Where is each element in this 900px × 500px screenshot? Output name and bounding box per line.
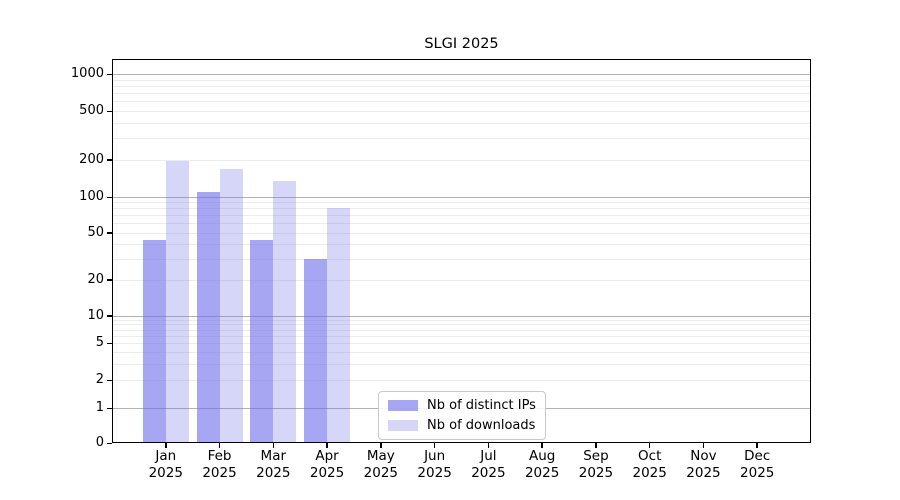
x-tick-label-year: 2025 xyxy=(148,464,183,481)
y-tick-label: 100 xyxy=(79,189,104,204)
x-tick-label: Dec 2025 xyxy=(730,448,784,481)
x-tick xyxy=(487,443,490,448)
x-tick xyxy=(433,443,436,448)
y-tick xyxy=(106,232,112,234)
x-tick-label-year: 2025 xyxy=(524,464,560,481)
plot-area-border xyxy=(112,59,811,443)
x-tick xyxy=(702,443,705,448)
y-tick-label: 200 xyxy=(79,151,104,167)
x-tick xyxy=(218,443,221,448)
x-tick xyxy=(648,443,651,448)
y-tick xyxy=(106,315,112,317)
y-tick xyxy=(106,110,112,113)
y-tick xyxy=(106,73,112,75)
x-tick xyxy=(326,443,328,448)
y-tick xyxy=(106,279,112,281)
chart-title: SLGI 2025 xyxy=(424,36,499,52)
x-tick-label-year: 2025 xyxy=(632,464,667,481)
y-tick-label: 50 xyxy=(87,224,104,240)
x-tick xyxy=(380,443,382,448)
x-tick-label: May 2025 xyxy=(354,448,408,481)
x-tick-label-year: 2025 xyxy=(740,464,775,481)
x-tick-label: Jul 2025 xyxy=(461,448,515,481)
y-tick-label: 10 xyxy=(87,307,104,323)
x-tick-label-year: 2025 xyxy=(686,464,721,481)
x-tick-label-year: 2025 xyxy=(578,464,614,481)
x-tick xyxy=(165,443,167,448)
x-tick-label-year: 2025 xyxy=(417,464,452,481)
x-tick-label: Sep 2025 xyxy=(569,448,623,481)
x-tick-label-year: 2025 xyxy=(471,464,506,481)
y-tick-label: 1 xyxy=(95,400,104,415)
y-tick xyxy=(106,196,112,198)
legend-label: Nb of downloads xyxy=(427,418,536,433)
x-tick-label-year: 2025 xyxy=(363,464,399,481)
y-tick xyxy=(106,342,112,345)
x-tick-label: Jun 2025 xyxy=(408,448,462,481)
y-tick-label: 2 xyxy=(95,372,104,388)
x-tick xyxy=(541,443,543,448)
y-tick-label: 0 xyxy=(95,435,104,450)
legend-item: Nb of distinct IPs xyxy=(388,398,536,413)
x-tick xyxy=(595,443,597,448)
x-tick-label-year: 2025 xyxy=(256,464,291,481)
x-tick-label-year: 2025 xyxy=(202,464,237,481)
x-tick-label: Feb 2025 xyxy=(193,448,247,481)
legend-swatch xyxy=(388,400,418,411)
x-tick xyxy=(756,443,758,448)
y-tick-label: 500 xyxy=(79,103,104,119)
x-tick-label: Mar 2025 xyxy=(246,448,300,481)
y-tick-label: 20 xyxy=(87,271,104,287)
y-tick xyxy=(106,379,112,382)
x-tick-label: Aug 2025 xyxy=(515,448,569,481)
legend-swatch xyxy=(388,420,418,431)
y-tick-label: 5 xyxy=(95,335,104,351)
y-tick xyxy=(106,159,112,161)
x-tick-label-year: 2025 xyxy=(309,464,345,481)
y-tick xyxy=(106,442,112,444)
y-tick xyxy=(106,407,112,409)
x-tick xyxy=(272,443,275,448)
x-tick-label: Oct 2025 xyxy=(623,448,677,481)
legend-label: Nb of distinct IPs xyxy=(427,398,536,413)
y-tick-label: 1000 xyxy=(70,66,104,81)
x-tick-label: Jan 2025 xyxy=(139,448,193,481)
x-tick-label: Nov 2025 xyxy=(676,448,730,481)
x-tick-label: Apr 2025 xyxy=(300,448,354,481)
legend: Nb of distinct IPs Nb of downloads xyxy=(378,391,546,440)
legend-item: Nb of downloads xyxy=(388,418,536,433)
